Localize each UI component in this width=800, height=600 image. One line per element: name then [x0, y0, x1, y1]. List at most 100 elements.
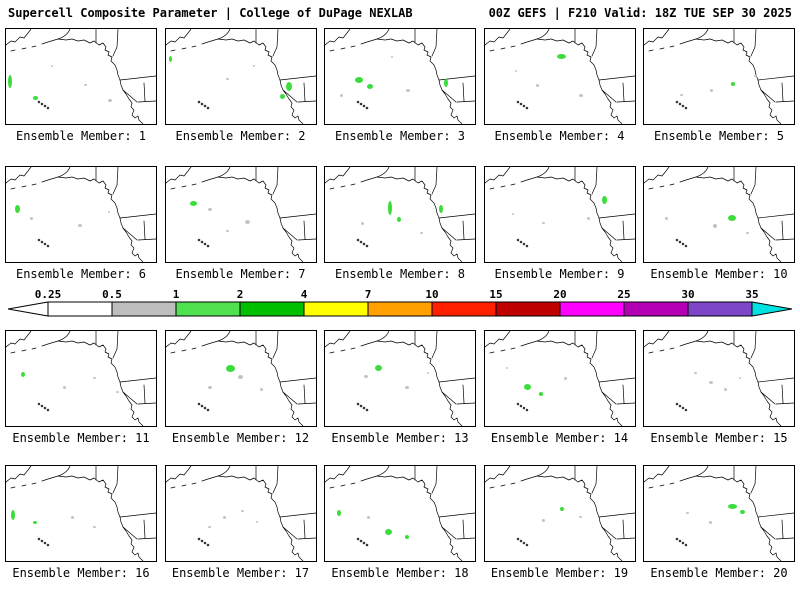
- colorbar-segment: [431, 301, 497, 317]
- scp-speckle: [710, 88, 713, 92]
- basemap-icon: [6, 331, 156, 426]
- scp-speckle: [564, 376, 567, 380]
- map-member-14: [483, 330, 636, 427]
- header-bar: Supercell Composite Parameter | College …: [8, 6, 792, 20]
- scp-speckle: [355, 76, 363, 83]
- scp-speckle: [728, 504, 737, 509]
- scp-speckle: [361, 222, 364, 226]
- colorbar-segment: [303, 301, 369, 317]
- scp-speckle: [33, 521, 37, 525]
- scp-speckle: [723, 388, 727, 391]
- ensemble-row-4: Ensemble Member: 16 Ensemble Member: 17 …: [5, 465, 795, 580]
- scp-speckle: [511, 212, 514, 215]
- member-label-17: Ensemble Member: 17: [171, 566, 310, 580]
- colorbar-segment: [495, 301, 561, 317]
- basemap-icon: [644, 466, 794, 561]
- map-member-15: [643, 330, 795, 427]
- scp-speckle: [21, 371, 25, 377]
- scp-speckle: [559, 506, 564, 511]
- member-label-13: Ensemble Member: 13: [331, 431, 469, 445]
- ensemble-panel-6: Ensemble Member: 6: [5, 166, 157, 281]
- colorbar-tick-label: 25: [617, 288, 630, 301]
- scp-speckle: [7, 74, 12, 88]
- model-run-valid-time: 00Z GEFS | F210 Valid: 18Z TUE SEP 30 20…: [488, 6, 792, 20]
- basemap-icon: [325, 167, 475, 262]
- scp-speckle: [225, 78, 229, 81]
- basemap-icon: [6, 29, 156, 124]
- scp-speckle: [108, 99, 112, 103]
- scp-speckle: [30, 217, 33, 221]
- ensemble-panel-9: Ensemble Member: 9: [483, 166, 636, 281]
- member-label-18: Ensemble Member: 18: [331, 566, 469, 580]
- basemap-icon: [644, 167, 794, 262]
- colorbar-segment: [111, 301, 177, 317]
- member-label-7: Ensemble Member: 7: [175, 267, 306, 281]
- map-member-3: [324, 28, 476, 125]
- colorbar-tick-label: 2: [237, 288, 244, 301]
- map-member-7: [164, 166, 317, 263]
- scp-speckle: [740, 509, 745, 514]
- member-label-9: Ensemble Member: 9: [494, 267, 625, 281]
- map-member-4: [483, 28, 636, 125]
- map-member-16: [5, 465, 157, 562]
- colorbar-tick-label: 0.25: [35, 288, 62, 301]
- ensemble-row-1: Ensemble Member: 1 Ensemble Member: 2 En…: [5, 28, 795, 143]
- ensemble-panel-14: Ensemble Member: 14: [483, 330, 636, 445]
- map-member-20: [643, 465, 795, 562]
- colorbar-svg: 0.25 0.5 1 2 4 7 10 15 20 25 30 35: [7, 288, 793, 317]
- scp-speckle: [708, 521, 712, 525]
- scp-speckle: [252, 65, 255, 68]
- ensemble-panel-19: Ensemble Member: 19: [483, 465, 636, 580]
- scp-speckle: [505, 367, 508, 370]
- member-label-12: Ensemble Member: 12: [171, 431, 310, 445]
- map-member-10: [643, 166, 795, 263]
- map-member-19: [483, 465, 636, 562]
- map-member-9: [483, 166, 636, 263]
- scp-speckle: [746, 231, 749, 234]
- scp-speckle: [404, 386, 409, 390]
- member-label-14: Ensemble Member: 14: [490, 431, 629, 445]
- colorbar-tick-label: 35: [745, 288, 758, 301]
- scp-speckle: [713, 224, 717, 228]
- scp-speckle: [93, 376, 96, 379]
- scp-speckle: [443, 79, 448, 88]
- ensemble-panel-2: Ensemble Member: 2: [164, 28, 317, 143]
- scp-speckle: [523, 384, 531, 391]
- scp-speckle: [225, 365, 235, 373]
- colorbar-segment: [559, 301, 625, 317]
- basemap-icon: [484, 331, 635, 426]
- member-label-1: Ensemble Member: 1: [15, 129, 147, 143]
- map-member-5: [643, 28, 795, 125]
- map-member-11: [5, 330, 157, 427]
- colorbar-segment: [623, 301, 689, 317]
- ensemble-panel-13: Ensemble Member: 13: [324, 330, 476, 445]
- scp-speckle: [541, 222, 545, 225]
- scp-speckle: [708, 381, 713, 385]
- member-label-8: Ensemble Member: 8: [334, 267, 466, 281]
- colorbar-segment: [239, 301, 305, 317]
- scp-speckle: [556, 53, 566, 59]
- scp-speckle: [245, 220, 250, 225]
- scp-speckle: [115, 390, 119, 393]
- colorbar-tick-label: 4: [301, 288, 308, 301]
- scp-speckle: [680, 93, 683, 96]
- ensemble-row-2: Ensemble Member: 6 Ensemble Member: 7 En…: [5, 166, 795, 281]
- scp-speckle: [337, 509, 341, 516]
- scp-speckle: [340, 93, 343, 97]
- map-member-2: [164, 28, 317, 125]
- scp-speckle: [439, 205, 443, 213]
- scp-speckle: [364, 374, 368, 378]
- member-label-19: Ensemble Member: 19: [490, 566, 629, 580]
- ensemble-panel-12: Ensemble Member: 12: [164, 330, 317, 445]
- scp-speckle: [222, 516, 226, 520]
- map-member-8: [324, 166, 476, 263]
- scp-speckle: [686, 511, 689, 514]
- scp-speckle: [419, 231, 423, 234]
- scp-speckle: [367, 516, 370, 520]
- scp-speckle: [93, 525, 96, 528]
- member-label-6: Ensemble Member: 6: [15, 267, 147, 281]
- basemap-icon: [644, 331, 794, 426]
- colorbar-tick-label: 15: [489, 288, 502, 301]
- scp-speckle: [285, 82, 292, 92]
- basemap-icon: [6, 466, 156, 561]
